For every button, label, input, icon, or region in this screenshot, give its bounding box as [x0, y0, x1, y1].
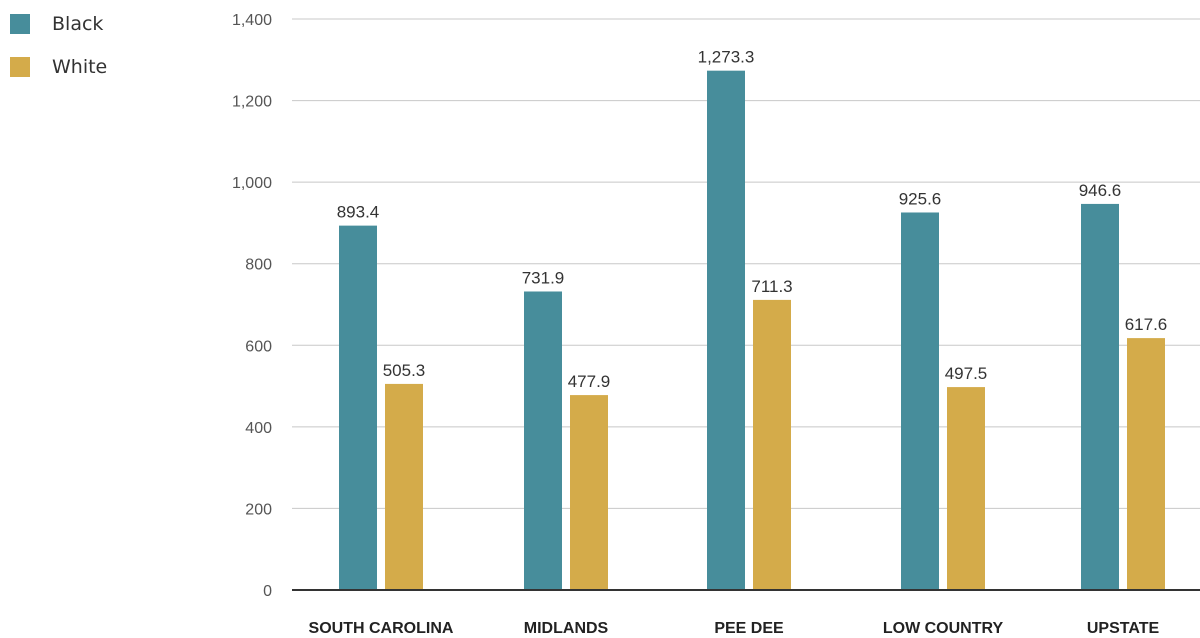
- data-label: 731.9: [522, 268, 565, 287]
- y-tick-label: 1,200: [232, 94, 272, 111]
- data-label: 477.9: [568, 372, 611, 391]
- data-label: 925.6: [899, 189, 942, 208]
- bar-white: [570, 395, 608, 590]
- legend-swatch-black: [10, 13, 30, 34]
- data-label: 711.3: [751, 277, 792, 296]
- data-label: 505.3: [383, 361, 426, 380]
- category-label: PEE DEE: [714, 620, 784, 637]
- y-tick-label: 1,000: [232, 175, 272, 192]
- data-label: 893.4: [337, 203, 380, 222]
- bar-white: [753, 299, 791, 590]
- legend-swatch-white: [10, 56, 30, 77]
- bar-white: [947, 387, 985, 590]
- legend: Black White: [10, 12, 107, 98]
- category-label: UPSTATE: [1087, 620, 1160, 637]
- y-tick-label: 1,400: [232, 12, 272, 29]
- legend-label-white: White: [52, 55, 108, 78]
- category-label: SOUTH CAROLINA: [309, 620, 454, 637]
- bar-white: [385, 383, 423, 590]
- y-tick-label: 0: [263, 583, 272, 600]
- bar-black: [1081, 203, 1119, 590]
- legend-item-black: Black: [10, 12, 107, 35]
- y-tick-label: 400: [245, 420, 272, 437]
- bar-black: [901, 212, 939, 590]
- y-tick-label: 800: [245, 257, 272, 274]
- data-label: 617.6: [1125, 315, 1168, 334]
- bar-black: [707, 70, 745, 591]
- data-label: 946.6: [1079, 181, 1122, 200]
- data-label: 1,273.3: [698, 48, 755, 67]
- legend-label-black: Black: [52, 12, 104, 35]
- bar-white: [1127, 338, 1165, 590]
- bar-black: [524, 291, 562, 590]
- category-label: MIDLANDS: [524, 620, 609, 637]
- data-label: 497.5: [945, 364, 988, 383]
- bar-black: [339, 225, 377, 590]
- y-tick-label: 600: [245, 338, 272, 355]
- category-label: LOW COUNTRY: [883, 620, 1004, 637]
- y-tick-label: 200: [245, 501, 272, 518]
- legend-item-white: White: [10, 55, 107, 78]
